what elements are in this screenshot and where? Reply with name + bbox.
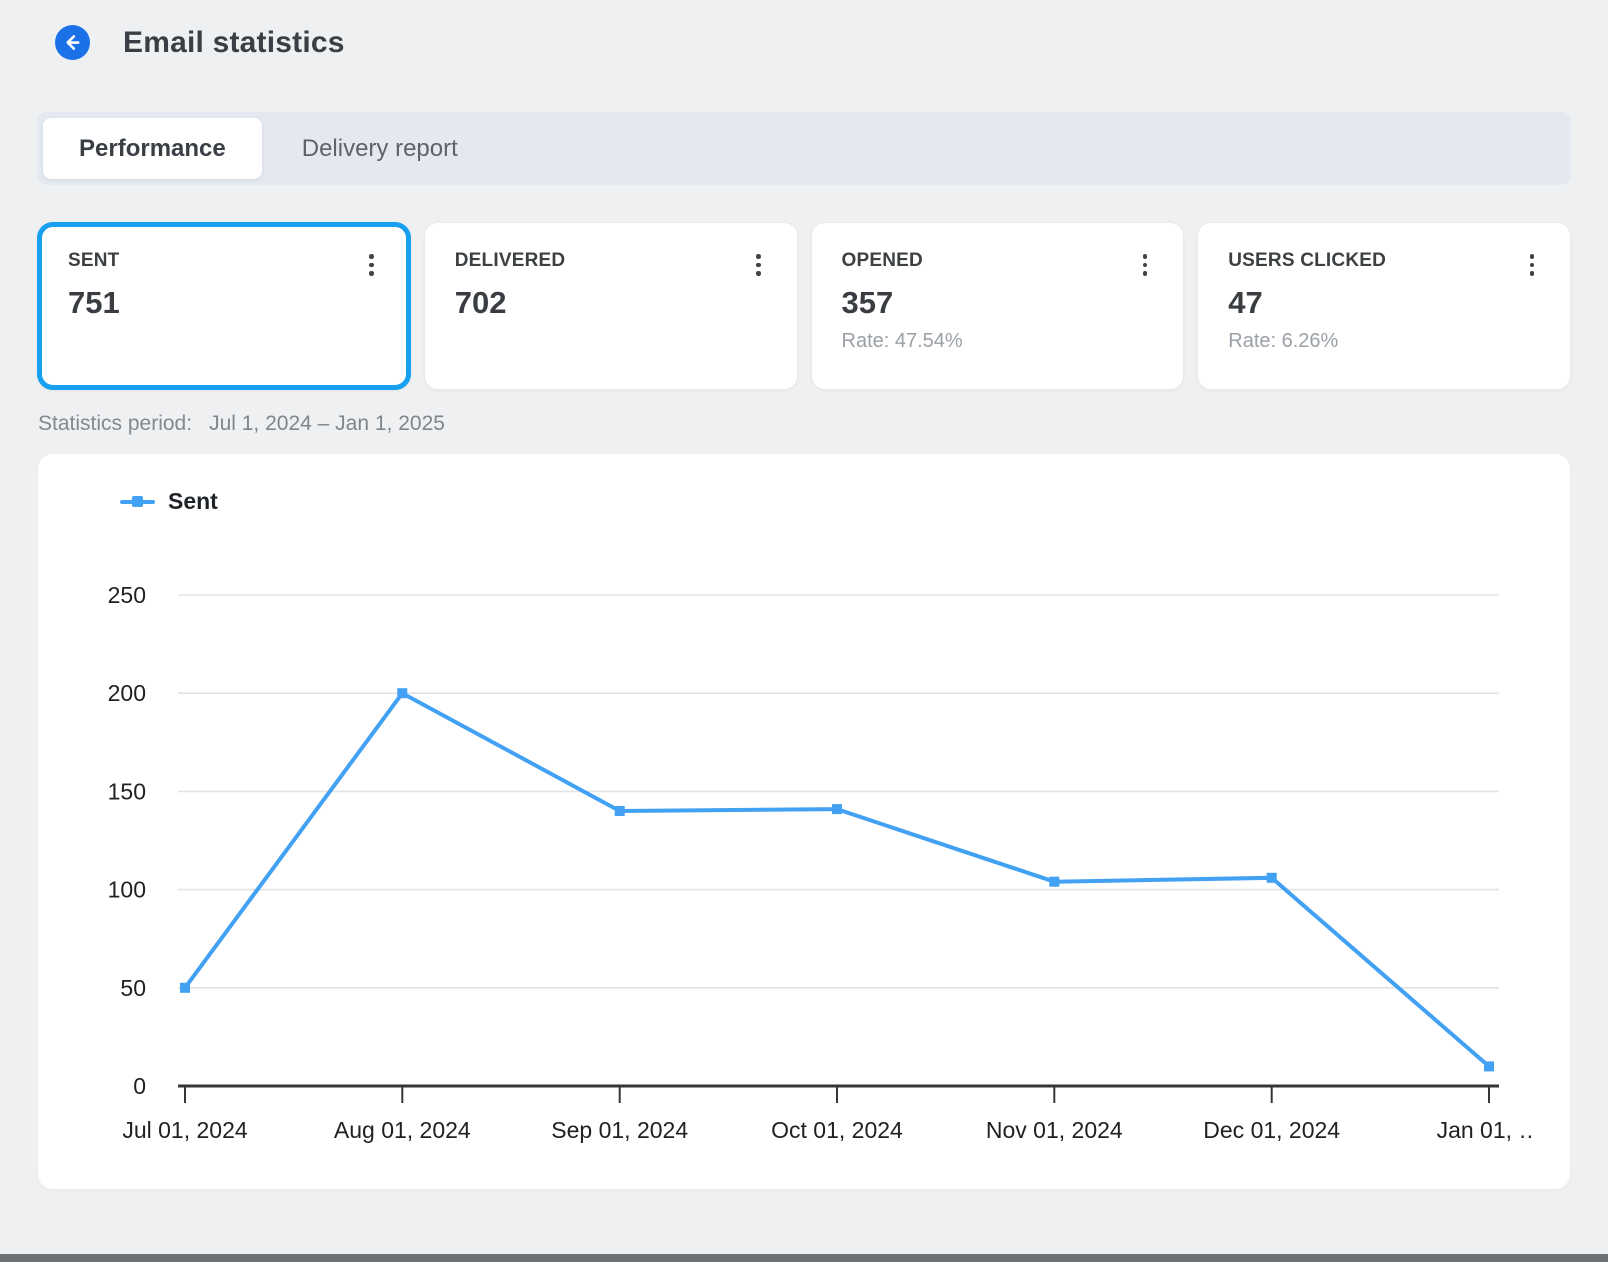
x-axis-label: Jul 01, 2024: [122, 1117, 248, 1143]
x-axis-label: Sep 01, 2024: [551, 1117, 688, 1143]
statistics-period: Statistics period: Jul 1, 2024 – Jan 1, 2…: [38, 412, 1570, 436]
card-value: 47: [1228, 284, 1263, 320]
arrow-left-icon: [62, 32, 83, 53]
card-label: DELIVERED: [454, 250, 566, 271]
card-rate: [68, 330, 380, 331]
bottom-edge-bar: [0, 1254, 1608, 1262]
kebab-menu-icon[interactable]: [363, 250, 380, 280]
tab-delivery-report[interactable]: Delivery report: [301, 134, 458, 162]
data-point-marker[interactable]: [397, 688, 408, 699]
y-axis-label: 200: [108, 680, 146, 706]
y-axis-label: 250: [108, 582, 146, 608]
y-axis-label: 150: [108, 778, 146, 804]
chart-legend-sent[interactable]: Sent: [120, 488, 1530, 515]
sent-line-chart: 0 50 100 150 200 250 Jul 01, 2024 Aug 01, 2024 S…: [108, 582, 1533, 1143]
data-point-marker[interactable]: [180, 982, 190, 993]
y-axis-label: 0: [133, 1073, 146, 1099]
x-axis-label: Aug 01, 2024: [334, 1117, 471, 1143]
card-value: 751: [68, 284, 120, 320]
tab-bar: Performance Delivery report: [37, 112, 1571, 185]
stat-card-delivered[interactable]: DELIVERED 702: [423, 222, 798, 390]
card-header: OPENED: [842, 250, 1154, 280]
card-header: USERS CLICKED: [1228, 250, 1540, 280]
x-axis-label: Oct 01, 2024: [771, 1117, 903, 1143]
page-title: Email statistics: [123, 25, 345, 59]
y-axis-label: 100: [108, 877, 146, 903]
data-point-marker[interactable]: [1049, 876, 1060, 887]
stat-cards-row: SENT 751 DELIVERED 702 OPENED 357 Rate: …: [37, 222, 1571, 390]
x-axis-label: Nov 01, 2024: [986, 1117, 1123, 1143]
card-rate: Rate: 47.54%: [841, 329, 963, 352]
card-label: SENT: [68, 250, 120, 271]
x-axis-label: Dec 01, 2024: [1203, 1117, 1340, 1143]
legend-label: Sent: [168, 488, 218, 514]
card-rate: Rate: 6.26%: [1228, 329, 1339, 352]
stat-card-opened[interactable]: OPENED 357 Rate: 47.54%: [810, 222, 1185, 390]
y-axis-label: 50: [120, 975, 146, 1001]
kebab-menu-icon[interactable]: [750, 250, 767, 280]
data-point-marker[interactable]: [1266, 872, 1277, 883]
page-header: Email statistics: [0, 0, 1608, 60]
card-rate: [455, 330, 767, 331]
kebab-menu-icon[interactable]: [1524, 250, 1541, 280]
card-value: 702: [454, 284, 507, 320]
tab-performance[interactable]: Performance: [43, 118, 262, 179]
statistics-period-label: Statistics period:: [38, 412, 193, 435]
sent-line-series[interactable]: [183, 691, 1491, 1069]
statistics-period-value: Jul 1, 2024 – Jan 1, 2025: [209, 412, 445, 435]
card-value: 357: [841, 284, 894, 320]
card-label: OPENED: [841, 250, 923, 271]
card-label: USERS CLICKED: [1228, 250, 1387, 271]
chart-card: Sent 0 50 100 150 200 250 Jul 01, 2024 Aug 01, …: [37, 453, 1571, 1190]
stat-card-users-clicked[interactable]: USERS CLICKED 47 Rate: 6.26%: [1197, 222, 1571, 390]
card-header: DELIVERED: [455, 250, 767, 280]
data-point-marker[interactable]: [832, 804, 842, 815]
x-axis-label: Jan 01, …: [1437, 1117, 1533, 1143]
kebab-menu-icon[interactable]: [1137, 250, 1154, 280]
data-point-marker[interactable]: [1484, 1061, 1494, 1072]
stat-card-sent[interactable]: SENT 751: [37, 222, 411, 390]
line-series-legend-icon: [120, 495, 155, 509]
data-point-marker[interactable]: [614, 806, 625, 816]
card-header: SENT: [68, 250, 380, 280]
back-button[interactable]: [55, 25, 90, 60]
